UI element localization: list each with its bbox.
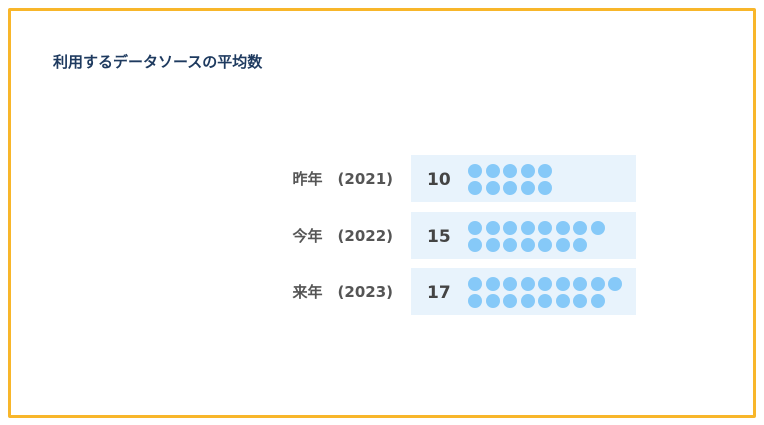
data-dot	[573, 277, 587, 291]
row-label: 今年 (2022)	[292, 227, 393, 245]
data-dot	[538, 294, 552, 308]
data-dot	[485, 294, 500, 308]
data-dot	[485, 181, 500, 195]
data-dot	[555, 238, 570, 252]
chart-frame: 利用するデータソースの平均数 昨年 (2021) 10 今年 (2022) 15…	[8, 8, 756, 418]
data-dot	[468, 181, 482, 195]
data-dot	[485, 221, 500, 235]
row-label: 来年 (2023)	[292, 283, 393, 301]
data-dot	[555, 221, 570, 235]
data-dot	[468, 164, 482, 178]
data-dot	[538, 164, 552, 178]
data-dot	[468, 238, 482, 252]
data-dot	[520, 221, 535, 235]
row-panel: 17	[411, 268, 636, 315]
row-panel: 15	[411, 212, 636, 259]
data-dot	[503, 164, 517, 178]
data-dot	[485, 238, 500, 252]
data-dot	[538, 277, 552, 291]
chart-title: 利用するデータソースの平均数	[53, 53, 263, 71]
data-dot	[573, 294, 587, 308]
data-dot	[555, 294, 570, 308]
data-dot	[503, 238, 517, 252]
data-dot	[520, 294, 535, 308]
data-dot	[520, 238, 535, 252]
data-dot	[573, 221, 587, 235]
data-dot	[520, 277, 535, 291]
data-dot	[573, 238, 587, 252]
data-dot	[590, 221, 605, 235]
chart-row: 来年 (2023) 17	[11, 268, 753, 315]
data-dot	[485, 277, 500, 291]
data-label: 17	[427, 283, 451, 303]
data-dot	[608, 277, 622, 291]
data-label: 10	[427, 170, 451, 190]
row-panel: 10	[411, 155, 636, 202]
data-dot	[555, 277, 570, 291]
data-dot	[503, 277, 517, 291]
data-dot	[520, 164, 535, 178]
chart-row: 昨年 (2021) 10	[11, 155, 753, 202]
data-dot	[503, 221, 517, 235]
data-dot	[485, 164, 500, 178]
data-dot	[468, 221, 482, 235]
data-dot	[538, 238, 552, 252]
data-label: 15	[427, 227, 451, 247]
data-dot	[503, 181, 517, 195]
row-label: 昨年 (2021)	[292, 170, 393, 188]
data-dot	[590, 294, 605, 308]
data-dot	[590, 277, 605, 291]
data-dot	[538, 221, 552, 235]
data-dot	[520, 181, 535, 195]
data-dot	[468, 277, 482, 291]
data-dot	[468, 294, 482, 308]
data-dot	[503, 294, 517, 308]
chart-row: 今年 (2022) 15	[11, 212, 753, 259]
data-dot	[538, 181, 552, 195]
